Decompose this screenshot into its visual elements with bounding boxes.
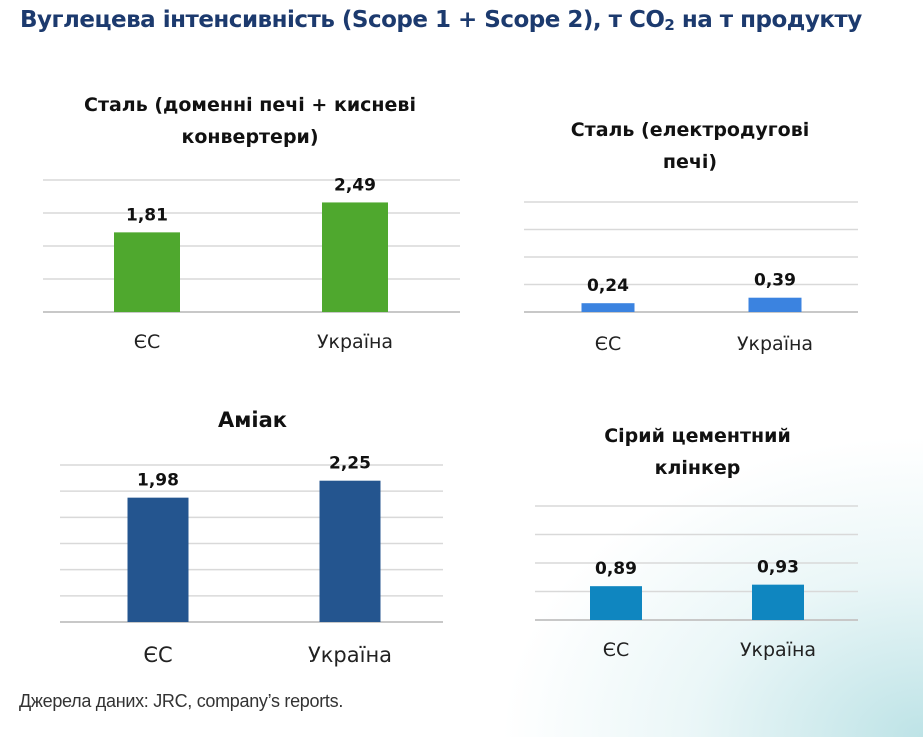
bar-eu xyxy=(590,586,642,620)
data-label: 0,93 xyxy=(757,558,799,578)
data-label: 1,98 xyxy=(137,471,179,491)
bar-ukraine xyxy=(748,297,802,312)
chart-title-line: конвертери) xyxy=(181,126,319,148)
chart-title-line: клінкер xyxy=(654,457,741,479)
category-label: ЄС xyxy=(595,333,622,355)
bar-ukraine xyxy=(322,202,388,312)
chart-title-line: Сталь (доменні печі + кисневі xyxy=(84,94,416,116)
category-label: ЄС xyxy=(143,643,172,667)
bar-eu xyxy=(114,232,180,312)
bar-ukraine xyxy=(319,480,381,622)
data-label: 0,89 xyxy=(595,559,637,579)
chart-title-line: Сірий цементний xyxy=(604,425,791,447)
source-footnote: Джерела даних: JRC, company’s reports. xyxy=(19,691,344,711)
chart-title-steel-eaf: Сталь (електродугові печі) xyxy=(520,114,860,178)
category-label: Україна xyxy=(737,333,813,355)
chart-title-line: Аміак xyxy=(217,408,288,432)
chart-title-line: Сталь (електродугові xyxy=(570,119,810,141)
bar-ukraine xyxy=(752,584,804,620)
chart-title-ammonia: Аміак xyxy=(60,404,445,436)
category-label: Україна xyxy=(740,639,816,661)
data-label: 1,81 xyxy=(126,205,168,225)
data-label: 2,49 xyxy=(334,175,376,195)
chart-title-cement-clinker: Сірий цементний клінкер xyxy=(530,420,865,484)
data-label: 2,25 xyxy=(329,454,371,474)
category-label: Україна xyxy=(308,643,392,667)
chart-title-steel-bf-bof: Сталь (доменні печі + кисневі конвертери… xyxy=(40,89,460,153)
category-label: ЄС xyxy=(134,331,161,353)
data-label: 0,39 xyxy=(754,271,796,291)
chart-title-line: печі) xyxy=(662,151,718,173)
category-label: Україна xyxy=(317,331,393,353)
main-title: Вуглецева інтенсивність (Scope 1 + Scope… xyxy=(20,7,862,34)
category-label: ЄС xyxy=(603,639,630,661)
main-title-subscript: 2 xyxy=(664,16,675,34)
bar-eu xyxy=(581,303,635,312)
main-title-text: Вуглецева інтенсивність (Scope 1 + Scope… xyxy=(20,7,665,33)
bar-eu xyxy=(127,497,189,622)
data-label: 0,24 xyxy=(587,276,629,296)
main-title-tail: на т продукту xyxy=(674,7,862,33)
